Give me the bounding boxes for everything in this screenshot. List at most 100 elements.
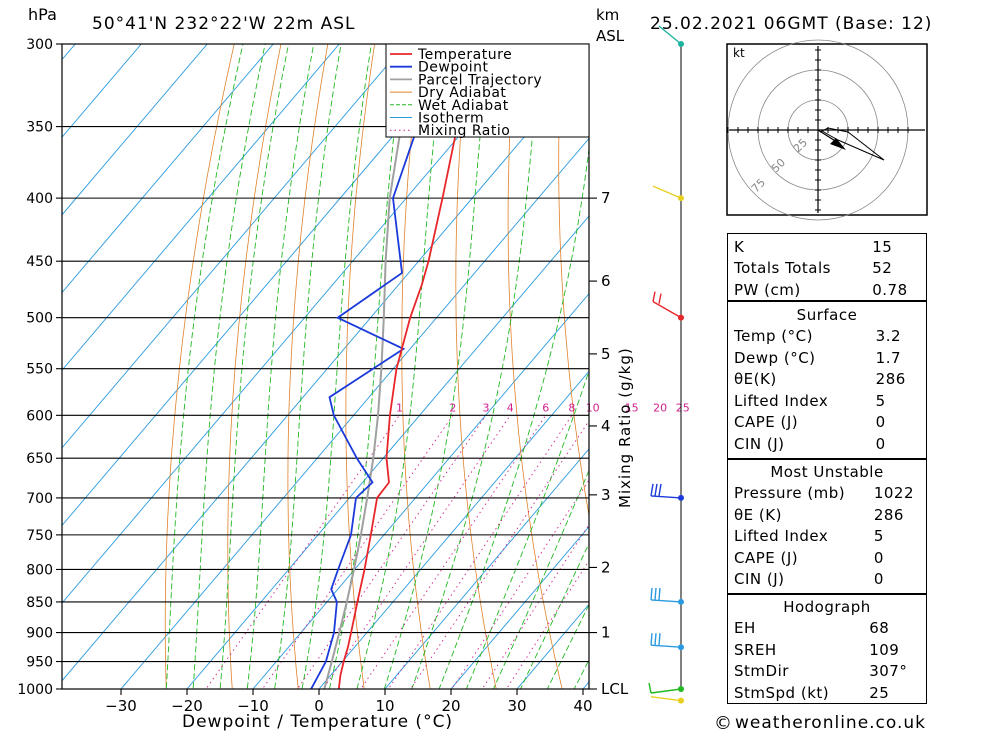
wind-barb-dot xyxy=(678,686,684,692)
wet-adiabat-line xyxy=(411,44,542,689)
wet-adiabat-line xyxy=(492,469,589,689)
height-unit-label: km xyxy=(596,6,619,24)
pressure-tick-label: 750 xyxy=(26,528,53,544)
index-value: 0.78 xyxy=(872,280,908,299)
index-label: StmSpd (kt) xyxy=(734,683,830,702)
wind-barb xyxy=(650,695,684,704)
index-label: SREH xyxy=(734,640,777,659)
index-label: EH xyxy=(734,619,756,638)
wet-adiabat-line xyxy=(519,542,589,689)
pressure-tick-label: 950 xyxy=(26,655,53,671)
index-row: Lifted Index 5 xyxy=(730,526,924,548)
mixing-ratio-label: 8 xyxy=(568,401,575,414)
wet-adiabat-line xyxy=(301,44,372,689)
index-label: Temp (°C) xyxy=(734,327,813,346)
wet-adiabat-line xyxy=(546,603,589,689)
legend-item: Dewpoint xyxy=(418,60,489,76)
wind-barb xyxy=(652,291,684,321)
index-section-title: Hodograph xyxy=(783,597,871,616)
temperature-tick-label: 10 xyxy=(375,697,394,715)
legend-item: Temperature xyxy=(417,47,512,63)
pressure-tick-label: 850 xyxy=(26,595,53,611)
location-title: 50°41'N 232°22'W 22m ASL xyxy=(92,14,356,34)
index-label: CIN (J) xyxy=(734,434,785,453)
mixing-ratio-labels: 1 2 3 4 6 8 10 15 20 25 xyxy=(396,401,690,414)
temperature-tick-label: 0 xyxy=(314,697,324,715)
most-unstable-table: Most Unstable Pressure (mb) 1022 θE (K) 286 L… xyxy=(730,461,924,590)
isotherm-line xyxy=(186,215,589,689)
wet-adiabat-line xyxy=(465,369,589,689)
wind-barb-dot xyxy=(678,644,684,651)
isotherm-line xyxy=(62,44,406,449)
legend-item: Isotherm xyxy=(418,111,484,127)
wet-adiabat-line xyxy=(383,44,490,689)
storm-motion-line xyxy=(817,129,841,145)
height-axis: 7 6 5 4 3 2 1 LCL xyxy=(589,189,629,698)
pressure-tick-label: 500 xyxy=(26,311,53,327)
height-unit-sub-label: ASL xyxy=(596,27,625,45)
dewpoint-profile xyxy=(310,44,446,689)
wind-column xyxy=(648,25,684,704)
index-label: StmDir xyxy=(734,662,789,681)
mixing-ratio-line xyxy=(205,415,400,689)
mixing-ratio-label: 25 xyxy=(676,401,690,414)
height-tick-label: LCL xyxy=(601,680,629,698)
index-label: CAPE (J) xyxy=(734,413,799,432)
surface-table: Surface Temp (°C) 3.2 Dewp (°C) 1.7 θE(K) 286 L… xyxy=(730,304,924,455)
hodograph-unit: kt xyxy=(733,46,745,60)
index-label: θE (K) xyxy=(734,505,782,524)
isotherm-line xyxy=(62,44,76,61)
height-tick-label: 3 xyxy=(601,486,611,504)
index-row: StmDir 307° xyxy=(730,661,924,683)
plot-frame xyxy=(61,43,590,690)
isotherm-line xyxy=(318,370,589,689)
dry-adiabat-line xyxy=(287,44,329,689)
legend-item: Wet Adiabat xyxy=(418,98,509,114)
indices-general-box: K 15 Totals Totals 52 PW (cm) 0.78 xyxy=(727,233,927,301)
isotherm-line xyxy=(62,44,274,294)
isotherm-line xyxy=(62,44,142,138)
index-value: 286 xyxy=(873,505,904,524)
wet-adiabat-line xyxy=(438,145,589,689)
temperature-tick-label: 40 xyxy=(573,697,592,715)
pressure-tick-label: 1000 xyxy=(17,682,53,698)
index-label: Totals Totals xyxy=(734,259,831,278)
pressure-tick-label: 650 xyxy=(26,451,53,467)
wind-barb-dot xyxy=(678,314,684,321)
temperature-tick-label: −20 xyxy=(171,697,203,715)
index-label: Pressure (mb) xyxy=(734,484,846,503)
index-value: 0 xyxy=(875,413,886,432)
wind-barb xyxy=(650,587,684,605)
isotherm-line xyxy=(450,525,589,689)
storm-motion-arrow xyxy=(830,138,846,150)
pressure-tick-label: 700 xyxy=(26,491,53,507)
index-value: 0 xyxy=(873,548,884,567)
mixing-ratio-label: 4 xyxy=(507,401,514,414)
legend-item: Dry Adiabat xyxy=(418,85,506,101)
index-row: CIN (J) 0 xyxy=(730,569,924,591)
isotherm-line xyxy=(62,44,208,216)
mixing-ratio-line xyxy=(387,415,573,689)
height-tick-label: 7 xyxy=(601,189,611,207)
legend-item: Mixing Ratio xyxy=(418,123,510,139)
index-row: EH 68 xyxy=(730,618,924,640)
index-row: StmSpd (kt) 25 xyxy=(730,682,924,704)
wind-barb-dot xyxy=(678,598,684,605)
wet-adiabat-line xyxy=(219,44,290,689)
mixing-ratio-label: 10 xyxy=(586,401,600,414)
index-value: 0 xyxy=(873,570,884,589)
height-tick-label: 5 xyxy=(601,345,611,363)
pressure-tick-label: 550 xyxy=(26,362,53,378)
isotherm-line xyxy=(384,448,589,689)
mixing-ratio-line xyxy=(360,415,547,689)
index-row: Totals Totals 52 xyxy=(730,258,924,280)
copyright-icon: © xyxy=(714,713,732,733)
temperature-axis: −30 −20 −10 0 10 20 30 40 xyxy=(105,689,593,715)
index-value: 307° xyxy=(869,662,908,681)
index-value: 0 xyxy=(875,434,886,453)
temperature-tick-label: −30 xyxy=(105,697,137,715)
isobars xyxy=(62,43,589,690)
dry-adiabat-line xyxy=(558,44,589,518)
wind-barb xyxy=(648,682,684,694)
